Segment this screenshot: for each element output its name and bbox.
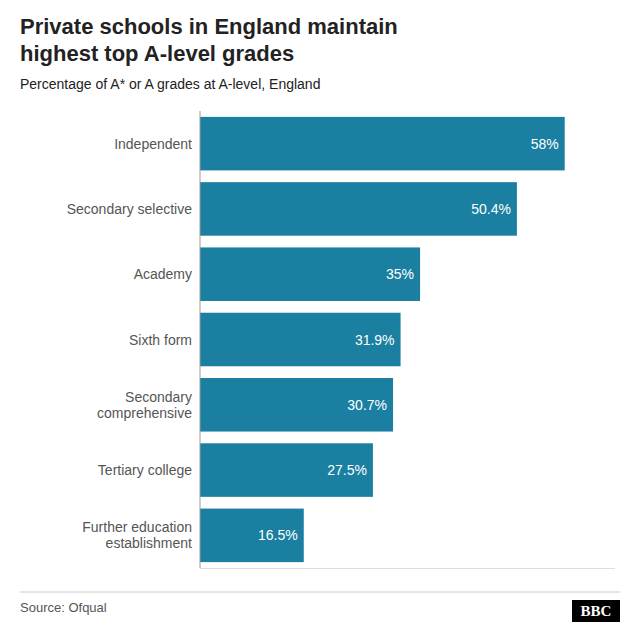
bar <box>200 443 373 497</box>
chart: Private schools in England maintainhighe… <box>0 0 640 640</box>
zero-line <box>200 111 201 568</box>
logo-box <box>572 600 620 622</box>
source: Source: Ofqual <box>20 600 107 615</box>
category-line: establishment <box>106 535 192 551</box>
separator <box>20 592 620 593</box>
bars <box>200 117 565 562</box>
bar <box>200 378 393 432</box>
title-line: highest top A-level grades <box>20 41 294 66</box>
category-line: Academy <box>134 266 192 282</box>
title-line: Private schools in England maintain <box>20 14 398 39</box>
bar <box>200 509 304 563</box>
category-line: Secondary <box>125 389 192 405</box>
data-label: 16.5% <box>258 527 298 543</box>
title: Private schools in England maintainhighe… <box>20 14 398 66</box>
logo: BBC <box>581 603 612 619</box>
data-label: 31.9% <box>355 332 395 348</box>
bar <box>200 182 517 236</box>
labels: 58% Independent 50.4% Secondary selective 35… <box>67 136 559 552</box>
category-label: Secondary selective <box>67 201 193 217</box>
category-label: Sixth form <box>129 332 192 348</box>
background <box>0 0 640 640</box>
x-axis-line <box>200 568 615 569</box>
data-label: 30.7% <box>347 397 387 413</box>
category-line: Tertiary college <box>98 462 192 478</box>
data-label: 27.5% <box>327 462 367 478</box>
category-label: Independent <box>114 136 192 152</box>
bar <box>200 313 401 367</box>
category-line: Secondary selective <box>67 201 193 217</box>
bar <box>200 117 565 171</box>
category-line: comprehensive <box>97 405 192 421</box>
category-label: Tertiary college <box>98 462 192 478</box>
category-line: Independent <box>114 136 192 152</box>
data-label: 50.4% <box>471 201 511 217</box>
category-label: Academy <box>134 266 192 282</box>
category-line: Further education <box>82 519 192 535</box>
category-label: Secondarycomprehensive <box>97 389 192 421</box>
category-label: Further educationestablishment <box>82 519 192 551</box>
data-label: 35% <box>386 266 414 282</box>
data-label: 58% <box>531 136 559 152</box>
bar <box>200 247 420 301</box>
subtitle: Percentage of A* or A grades at A-level,… <box>20 76 320 92</box>
category-line: Sixth form <box>129 332 192 348</box>
